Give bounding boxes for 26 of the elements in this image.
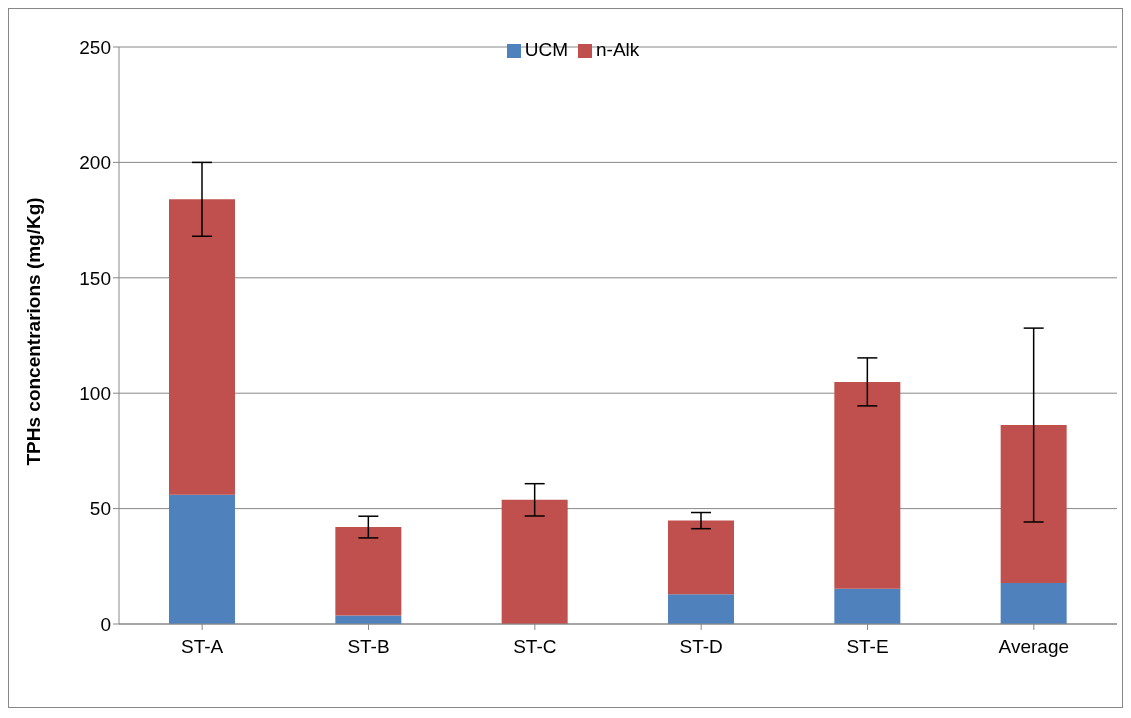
bar bbox=[1000, 582, 1067, 624]
bar bbox=[834, 588, 901, 624]
legend-label: UCM bbox=[524, 39, 568, 60]
bar bbox=[169, 494, 235, 624]
x-tick-label: ST-B bbox=[347, 636, 390, 658]
bar bbox=[668, 594, 734, 624]
x-tick-label: ST-E bbox=[846, 636, 889, 658]
y-tick-label: 200 bbox=[79, 152, 111, 174]
y-tick-label: 50 bbox=[89, 498, 111, 520]
x-tick-label: Average bbox=[998, 636, 1070, 658]
x-tick-label: ST-C bbox=[513, 636, 557, 658]
y-tick-label: 150 bbox=[79, 267, 111, 289]
legend-label: n-Alk bbox=[595, 39, 640, 60]
y-tick-label: 0 bbox=[100, 613, 111, 635]
bar bbox=[169, 199, 235, 495]
bar bbox=[335, 527, 402, 616]
y-axis-title: TPHs concentrarions (mg/Kg) bbox=[22, 197, 44, 466]
bar bbox=[335, 615, 402, 624]
y-tick-label: 250 bbox=[79, 36, 111, 58]
x-tick-label: ST-D bbox=[679, 636, 723, 658]
bar bbox=[1000, 425, 1067, 583]
y-tick-label: 100 bbox=[79, 382, 111, 404]
bar bbox=[668, 520, 734, 595]
x-tick-label: ST-A bbox=[181, 636, 224, 658]
bar bbox=[834, 381, 901, 589]
bar bbox=[501, 499, 568, 624]
